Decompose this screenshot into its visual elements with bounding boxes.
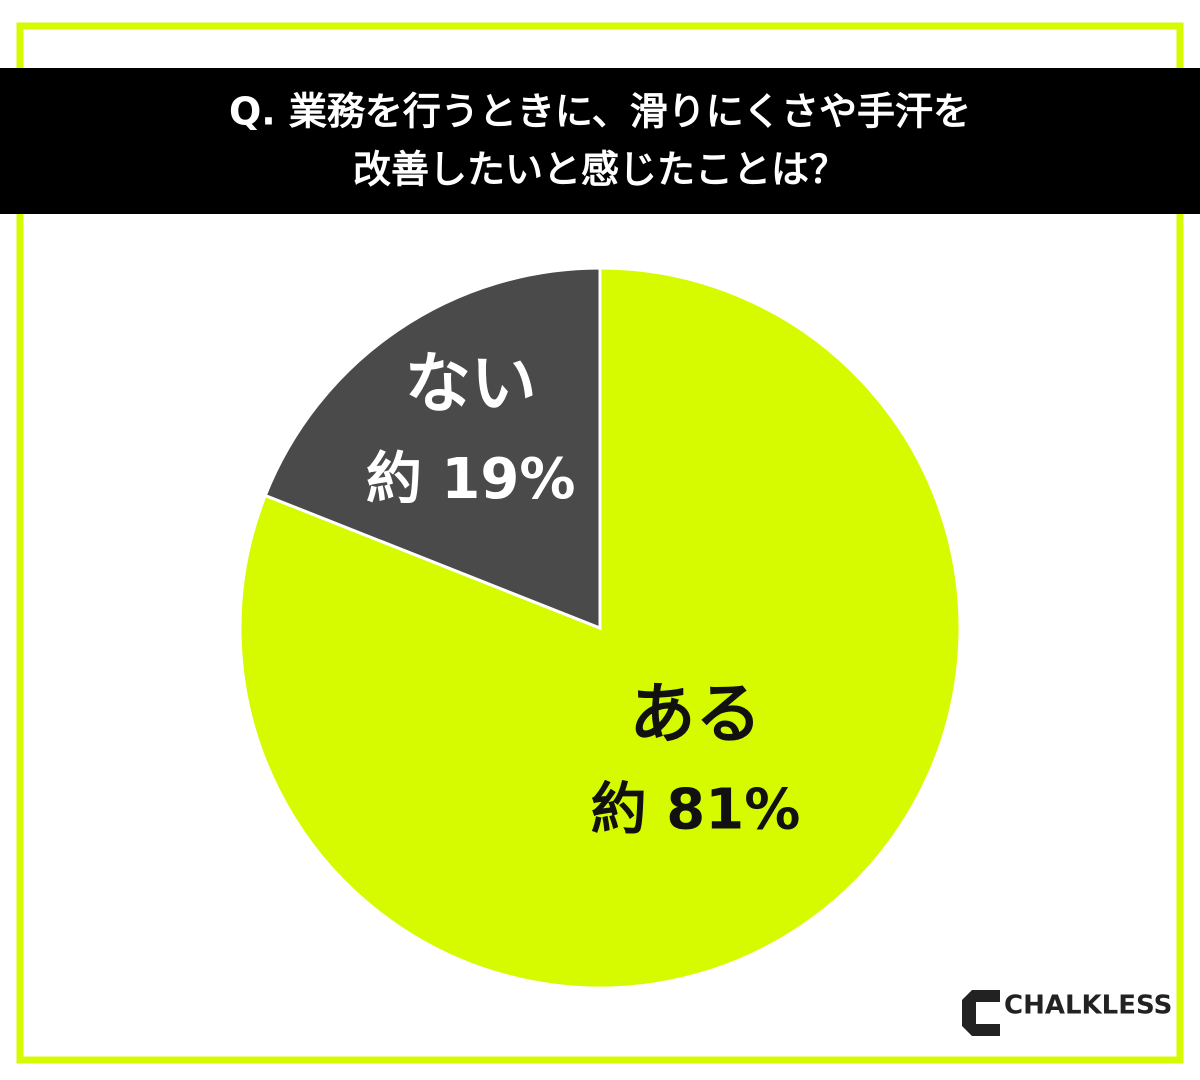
frame [16, 22, 1184, 1064]
pie-slice [263, 266, 602, 631]
pie: ある約 81% ない約 19% [238, 266, 962, 990]
chart-title: 改善したいと感じたことは？ [353, 148, 847, 192]
logo-mark [962, 990, 1000, 1036]
slice-label: ない [405, 345, 537, 422]
value-label: 約 81% [591, 778, 801, 843]
slice-label: ある [630, 676, 762, 753]
title-band [0, 68, 1200, 214]
value-label: 約 19% [366, 447, 576, 512]
brand: CHALKLESS [1004, 991, 1172, 1021]
chart-title: Q. 業務を行うときに、滑りにくさや手汗を [229, 90, 971, 134]
logo: CHALKLESS [962, 990, 1172, 1036]
